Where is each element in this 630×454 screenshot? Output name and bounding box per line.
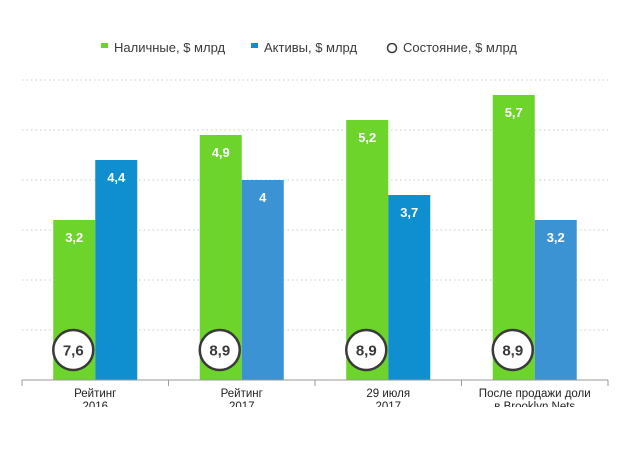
x-axis: Рейтинг2016Рейтинг201729 июля2017После п…: [0, 379, 630, 454]
legend: Наличные, $ млрд Активы, $ млрд Состояние,…: [101, 40, 517, 55]
total-label: 8,9: [356, 343, 377, 360]
legend-swatch: [101, 43, 108, 48]
legend-swatch: [251, 43, 258, 48]
total-marker: [198, 328, 241, 372]
total-marker: [52, 328, 95, 372]
totals: 7,6 8,9 8,9 8,9: [52, 328, 534, 372]
legend-label: Активы, $ млрд: [264, 40, 357, 55]
total-label: 8,9: [209, 343, 230, 360]
data-label: 5,7: [505, 105, 523, 120]
gridlines: [22, 79, 608, 331]
data-label: 5,2: [358, 130, 376, 145]
bar: [534, 220, 577, 380]
legend-label: Наличные, $ млрд: [114, 40, 226, 55]
tick-label: После продажи доли: [479, 388, 591, 400]
data-label: 4,4: [107, 170, 126, 185]
bar: [388, 195, 431, 380]
total-label: 7,6: [63, 343, 84, 360]
total-marker: [491, 328, 534, 372]
data-label: 3,2: [547, 230, 565, 245]
data-label: 4: [259, 190, 267, 205]
data-label: 3,2: [65, 230, 83, 245]
total-marker: [345, 328, 388, 372]
data-label: 4,9: [212, 145, 230, 160]
bar: [241, 180, 284, 380]
legend-marker: [386, 43, 398, 54]
tick-label: Рейтинг: [221, 388, 263, 400]
top-crop: [0, 0, 630, 40]
tick-label: Рейтинг: [74, 388, 116, 400]
bar: [95, 160, 138, 380]
tick-label: 29 июля: [366, 388, 410, 400]
legend-label: Состояние, $ млрд: [403, 40, 517, 55]
data-label: 3,7: [400, 205, 418, 220]
bottom-crop: [0, 407, 630, 454]
total-label: 8,9: [502, 343, 523, 360]
